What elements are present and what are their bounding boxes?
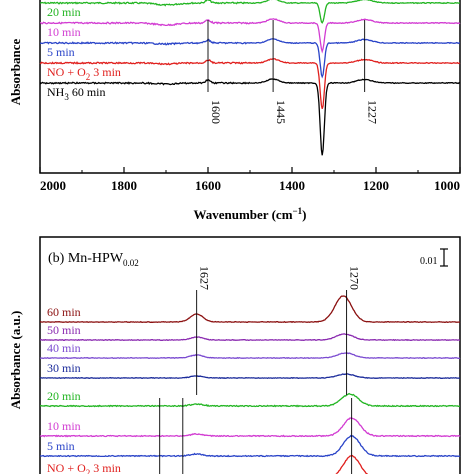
xtick-label-2: 1600 (195, 178, 221, 193)
panel-b-trace-labels: 60 min 50 min 40 min 30 min 20 min 10 min 5 mi… (47, 305, 121, 474)
trace-a-label-0: 20 min (47, 5, 81, 19)
xtick-label-0: 2000 (40, 178, 66, 193)
panel-a-trace-labels: 20 min 10 min 5 min NO + O2 3 min NH3 60 min (47, 5, 121, 102)
trace-b-label-4: 20 min (47, 389, 81, 403)
trace-a-label-3: NO + O2 3 min (47, 65, 121, 82)
trace-a-1 (39, 18, 461, 54)
xtick-label-4: 1200 (363, 178, 389, 193)
xtick-label-3: 1400 (279, 178, 305, 193)
panel-b-peak-markers: 1627 1270 (159, 266, 362, 474)
trace-b-6 (39, 434, 461, 458)
xtick-label-5: 1000 (434, 178, 460, 193)
panel-a-ylabel: Absorbance (8, 39, 23, 106)
trace-b-label-5: 10 min (47, 419, 81, 433)
trace-b-0 (39, 295, 461, 324)
trace-a-label-1: 10 min (47, 25, 81, 39)
xtick-label-1: 1800 (111, 178, 137, 193)
peak-b-label-1: 1270 (348, 266, 362, 290)
panel-b-ylabel: Absorbance (a.u.) (8, 311, 23, 410)
trace-b-label-0: 60 min (47, 305, 81, 319)
trace-b-label-3: 30 min (47, 361, 81, 375)
trace-b-2 (39, 352, 461, 360)
trace-b-label-7: NO + O2 3 min (47, 461, 121, 474)
trace-a-0 (39, 0, 460, 24)
trace-a-3 (39, 58, 461, 109)
panel-a-x-ticks: 2000 1800 1600 1400 1200 1000 (39, 167, 461, 193)
trace-b-4 (40, 392, 461, 408)
trace-b-3 (39, 373, 461, 380)
trace-b-label-6: 5 min (47, 439, 75, 453)
trace-b-5 (39, 417, 461, 438)
panel-a: 1600 1445 1227 20 min 10 min 5 min NO + O2 3 … (8, 0, 461, 222)
panel-a-peak-markers: 1600 1445 1227 (207, 20, 380, 124)
panel-a-traces (39, 0, 461, 156)
trace-a-2 (39, 38, 461, 79)
trace-a-label-2: 5 min (47, 45, 75, 59)
trace-a-4 (39, 78, 461, 156)
peak-b-label-0: 1627 (198, 266, 212, 290)
panel-b: (b) Mn-HPW0.02 0.01 1627 1270 60 min 50 mi… (8, 236, 461, 474)
scale-bar-label: 0.01 (420, 256, 438, 267)
scale-bar: 0.01 (420, 248, 448, 267)
trace-a-label-4: NH3 60 min (47, 85, 106, 102)
trace-b-1 (40, 333, 461, 342)
peak-a-label-0: 1600 (209, 100, 223, 124)
panel-a-xlabel: Wavenumber (cm−1) (193, 206, 306, 222)
peak-a-label-2: 1227 (366, 100, 380, 124)
peak-a-label-1: 1445 (274, 100, 288, 124)
trace-b-label-2: 40 min (47, 341, 81, 355)
panel-b-frame (39, 236, 461, 474)
panel-b-traces (39, 295, 461, 474)
trace-b-label-1: 50 min (47, 323, 81, 337)
panel-b-title: (b) Mn-HPW0.02 (48, 251, 139, 268)
